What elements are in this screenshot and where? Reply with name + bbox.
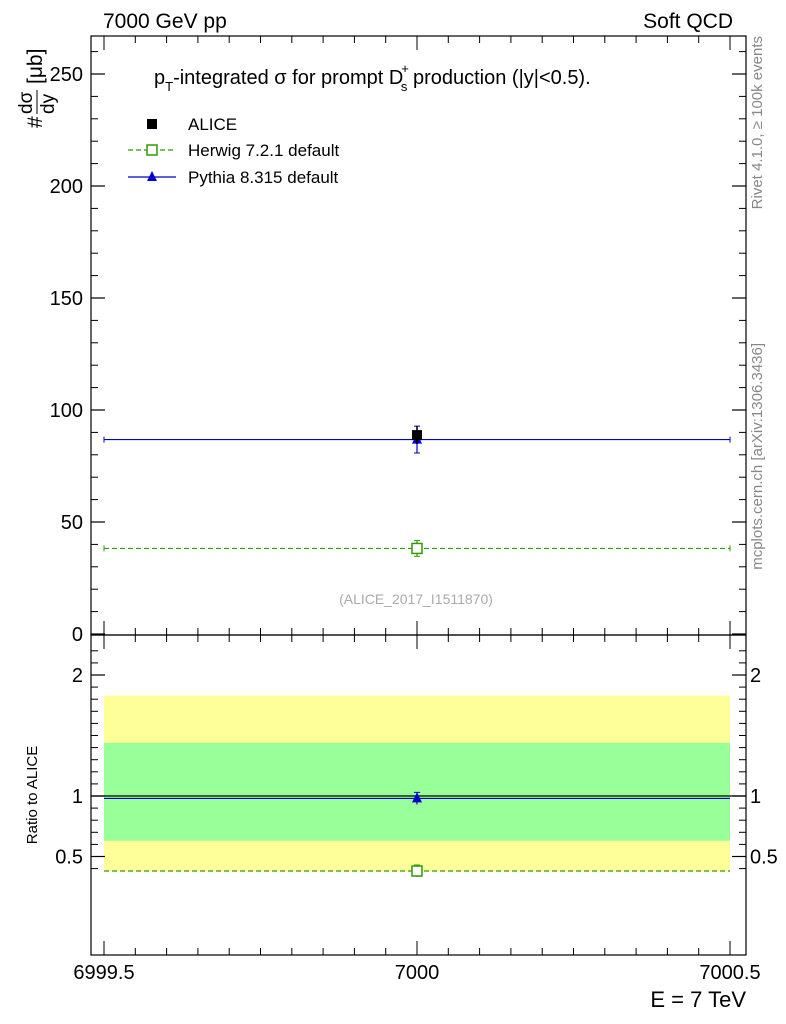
x-axis: 6999.5 7000 7000.5 [73,36,761,984]
series-layer [103,425,731,878]
plot-title: pT-integrated σ for prompt D+ s productio… [154,61,591,94]
header-left: 7000 GeV pp [103,10,227,33]
svg-text:#: # [24,116,47,128]
legend-marker-data [147,119,157,129]
ratio-y-tick-label-left: 1 [72,786,83,808]
ratio-band-inner [104,742,730,841]
ratio-y-axis: 0.5 0.5 1 1 2 2 [55,650,778,870]
legend-marker-herwig [146,144,158,156]
header-right: Soft QCD [643,10,733,33]
svg-text:dy: dy [38,93,59,114]
herwig-marker [411,542,423,555]
main-y-tick-label: 0 [72,624,83,646]
ratio-y-tick-label-right: 1 [750,786,761,808]
ratio-pythia-marker [412,792,422,803]
analysis-watermark: (ALICE_2017_I1511870) [339,591,493,607]
mcplots-label: mcplots.cern.ch [arXiv:1306.3436] [749,343,766,570]
ratio-y-tick-label-left: 0.5 [55,847,83,869]
ratio-y-tick-label-right: 2 [750,665,761,687]
main-y-tick-label: 150 [50,288,83,310]
ratio-frame [90,634,747,956]
ratio-y-tick-label-left: 2 [72,665,83,687]
main-y-tick-label: 250 [50,64,83,86]
svg-text:[μb]: [μb] [24,49,47,84]
legend-label-pythia: Pythia 8.315 default [188,168,339,187]
x-axis-label: E = 7 TeV [650,987,746,1012]
ratio-y-label: Ratio to ALICE [24,746,41,844]
main-y-tick-label: 100 [50,400,83,422]
rivet-label: Rivet 4.1.0, ≥ 100k events [749,36,766,209]
svg-text:dσ: dσ [16,91,37,114]
x-tick-label: 6999.5 [73,962,134,984]
legend-marker-pythia [147,171,157,181]
ratio-herwig-marker [411,865,423,877]
x-tick-label: 7000.5 [699,962,760,984]
data-marker [412,430,422,441]
legend: ALICE Herwig 7.2.1 default Pythia 8.315 de… [128,115,339,187]
x-tick-label: 7000 [395,962,440,984]
legend-label-data: ALICE [188,115,237,134]
main-y-tick-label: 200 [50,176,83,198]
main-y-axis: 0 50 100 150 200 250 [50,51,746,646]
main-y-tick-label: 50 [61,512,83,534]
main-y-label: # dσ dy [μb] [16,49,59,128]
ratio-y-tick-label-right: 0.5 [750,847,778,869]
legend-label-herwig: Herwig 7.2.1 default [188,141,339,160]
